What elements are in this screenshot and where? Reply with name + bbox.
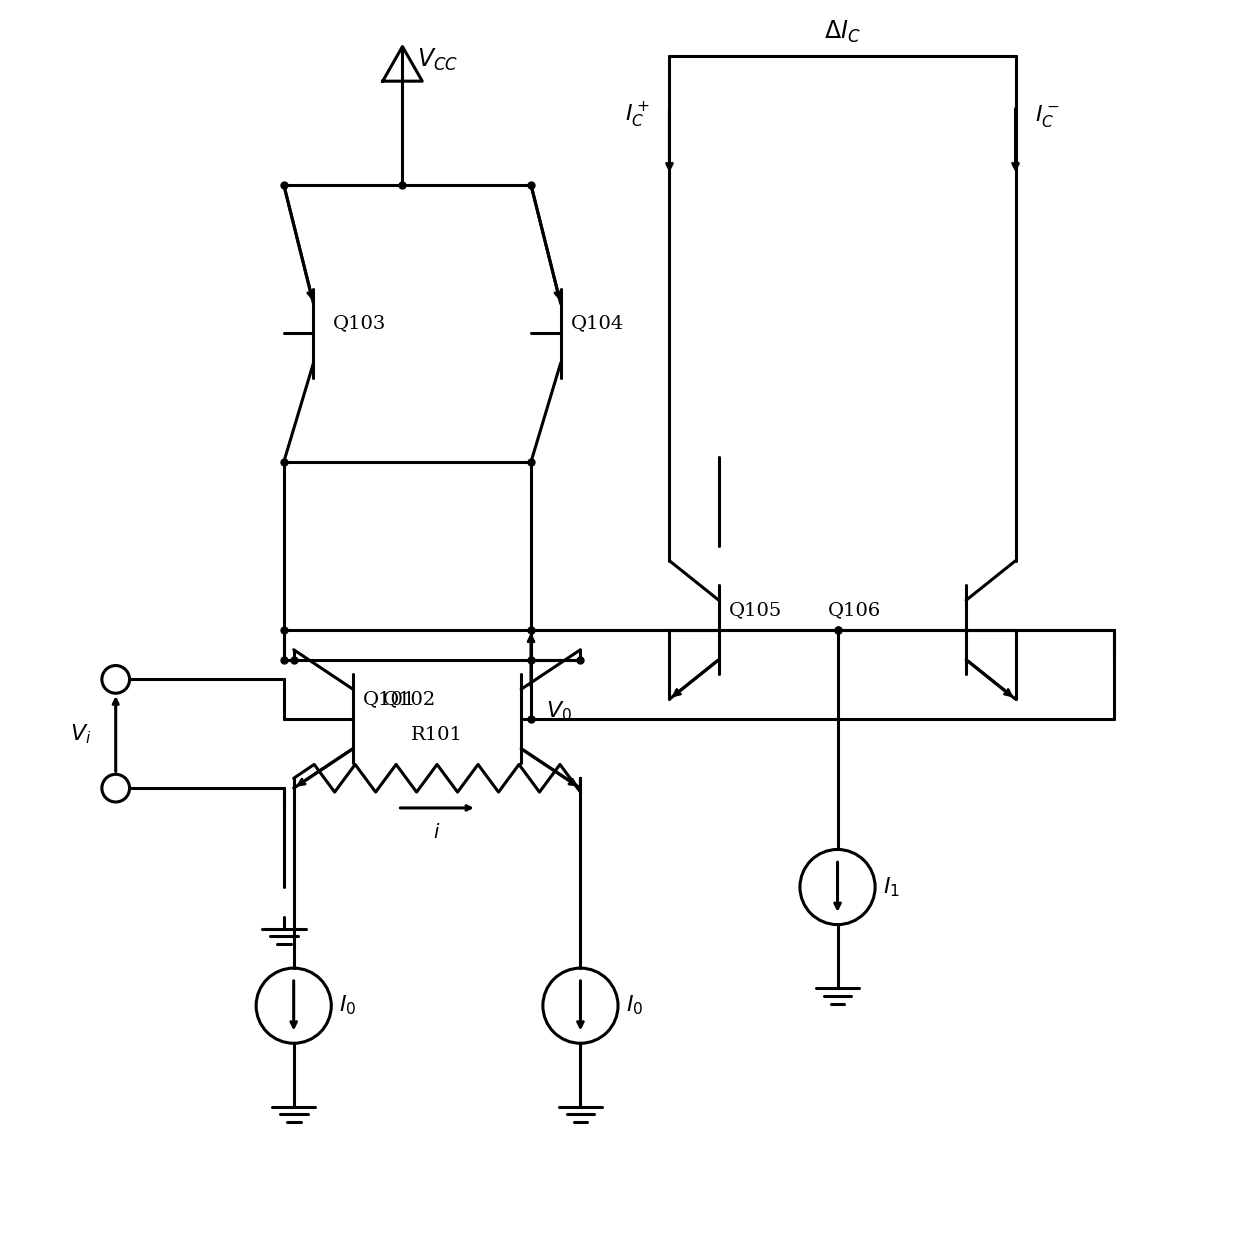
Text: Q104: Q104 [570, 315, 624, 332]
Text: $\Delta I_C$: $\Delta I_C$ [825, 19, 861, 45]
Text: $I_C^+$: $I_C^+$ [625, 101, 650, 130]
Text: $V_{CC}$: $V_{CC}$ [418, 46, 459, 72]
Text: Q102: Q102 [383, 690, 436, 709]
Text: Q101: Q101 [363, 690, 417, 709]
Text: Q103: Q103 [334, 315, 387, 332]
Text: $I_C^-$: $I_C^-$ [1035, 102, 1060, 129]
Text: $i$: $i$ [434, 822, 440, 841]
Text: $I_0$: $I_0$ [340, 994, 356, 1017]
Text: $V_i$: $V_i$ [69, 722, 91, 745]
Text: Q105: Q105 [729, 601, 782, 619]
Text: Q106: Q106 [827, 601, 880, 619]
Text: R101: R101 [412, 726, 463, 744]
Text: $V_0$: $V_0$ [546, 699, 572, 722]
Text: $I_0$: $I_0$ [626, 994, 644, 1017]
Text: $I_1$: $I_1$ [883, 875, 900, 899]
